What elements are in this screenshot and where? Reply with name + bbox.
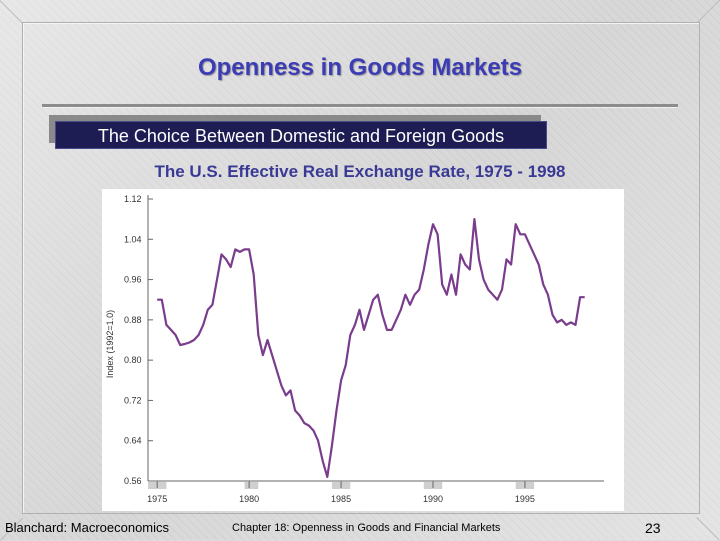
x-tick-label-1: 1980 — [239, 494, 259, 504]
y-tick-label-6: 0.64 — [124, 436, 142, 446]
exchange-rate-chart: 1.12 1.04 0.96 0.88 0.80 0.72 0.64 0.56 1975 1980… — [105, 194, 604, 504]
y-tick-label-5: 0.72 — [124, 395, 142, 405]
slide-frame — [22, 22, 700, 514]
y-tick-label-7: 0.56 — [124, 476, 142, 486]
y-tick-label-2: 0.96 — [124, 275, 142, 285]
footer-chapter: Chapter 18: Openness in Goods and Financ… — [232, 522, 501, 534]
chart-panel: 1.12 1.04 0.96 0.88 0.80 0.72 0.64 0.56 1975 1980… — [102, 189, 624, 511]
y-axis-label: Index (1992=1.0) — [105, 310, 115, 378]
footer-book-title: Blanchard: Macroeconomics — [5, 520, 170, 535]
x-tick-label-0: 1975 — [147, 494, 167, 504]
y-tick-label-1: 1.04 — [124, 234, 142, 244]
subtitle-box: The Choice Between Domestic and Foreign … — [49, 115, 547, 149]
y-tick-label-3: 0.88 — [124, 315, 142, 325]
title-divider — [42, 104, 678, 107]
x-tick-label-2: 1985 — [331, 494, 351, 504]
slide-subtitle: The Choice Between Domestic and Foreign … — [55, 121, 547, 149]
y-tick-label-0: 1.12 — [124, 194, 142, 204]
x-tick-label-3: 1990 — [423, 494, 443, 504]
slide-title: Openness in Goods Markets — [197, 54, 523, 81]
x-tick-label-4: 1995 — [515, 494, 535, 504]
series-line-0 — [157, 218, 585, 479]
x-axis-shade-band-1 — [244, 482, 259, 489]
page-number: 23 — [645, 520, 661, 536]
y-tick-label-4: 0.80 — [124, 355, 142, 365]
chart-title: The U.S. Effective Real Exchange Rate, 1… — [154, 162, 566, 181]
